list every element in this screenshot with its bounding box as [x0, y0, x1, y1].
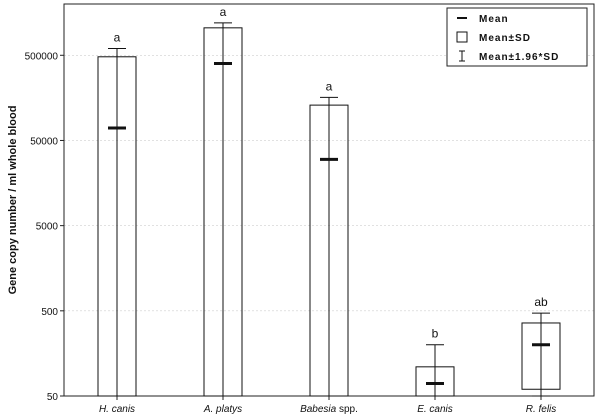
y-tick-label: 5000	[36, 222, 59, 233]
legend-whisker-symbol	[459, 50, 465, 62]
sd-box	[415, 366, 455, 397]
sd-box	[97, 56, 137, 397]
x-tick-label: H. canis	[99, 404, 135, 415]
sd-box	[203, 27, 243, 397]
y-axis: 500000 50000 5000 500 50	[25, 51, 64, 403]
legend: Mean Mean±SD Mean±1.96*SD	[446, 7, 588, 67]
group-letter: a	[114, 31, 121, 45]
legend-box	[446, 7, 588, 67]
group-letter: a	[220, 5, 227, 19]
y-tick-label: 50000	[30, 136, 58, 147]
group-letter: a	[326, 79, 333, 93]
x-tick-label-italic: E. canis	[417, 404, 453, 415]
legend-sd-symbol	[456, 31, 468, 43]
group-letter: b	[432, 327, 439, 341]
legend-label-ci: Mean±1.96*SD	[479, 52, 559, 63]
x-tick-label: A. platys	[203, 404, 242, 415]
y-tick-label: 50	[47, 392, 59, 403]
sd-box	[521, 322, 561, 390]
y-axis-label: Gene copy number / ml whole blood	[7, 106, 19, 295]
x-tick-label: Babesia spp.	[300, 404, 358, 415]
y-tick-label: 500	[41, 307, 58, 318]
y-tick-label: 500000	[25, 51, 59, 62]
sd-box	[309, 104, 349, 397]
x-tick-label: E. canis	[417, 404, 453, 415]
x-tick-label-italic: R. felis	[526, 404, 557, 415]
legend-label-mean: Mean	[479, 14, 509, 25]
x-tick-label-suffix: spp.	[336, 404, 358, 415]
x-axis: H. canis A. platys Babesia spp. E. canis R. …	[99, 396, 556, 415]
x-tick-label-italic: H. canis	[99, 404, 135, 415]
group-letter: ab	[534, 295, 548, 309]
legend-label-sd: Mean±SD	[479, 33, 531, 44]
x-tick-label-italic: A. platys	[203, 404, 242, 415]
x-tick-label: R. felis	[526, 404, 557, 415]
x-tick-label-italic: Babesia	[300, 404, 337, 415]
